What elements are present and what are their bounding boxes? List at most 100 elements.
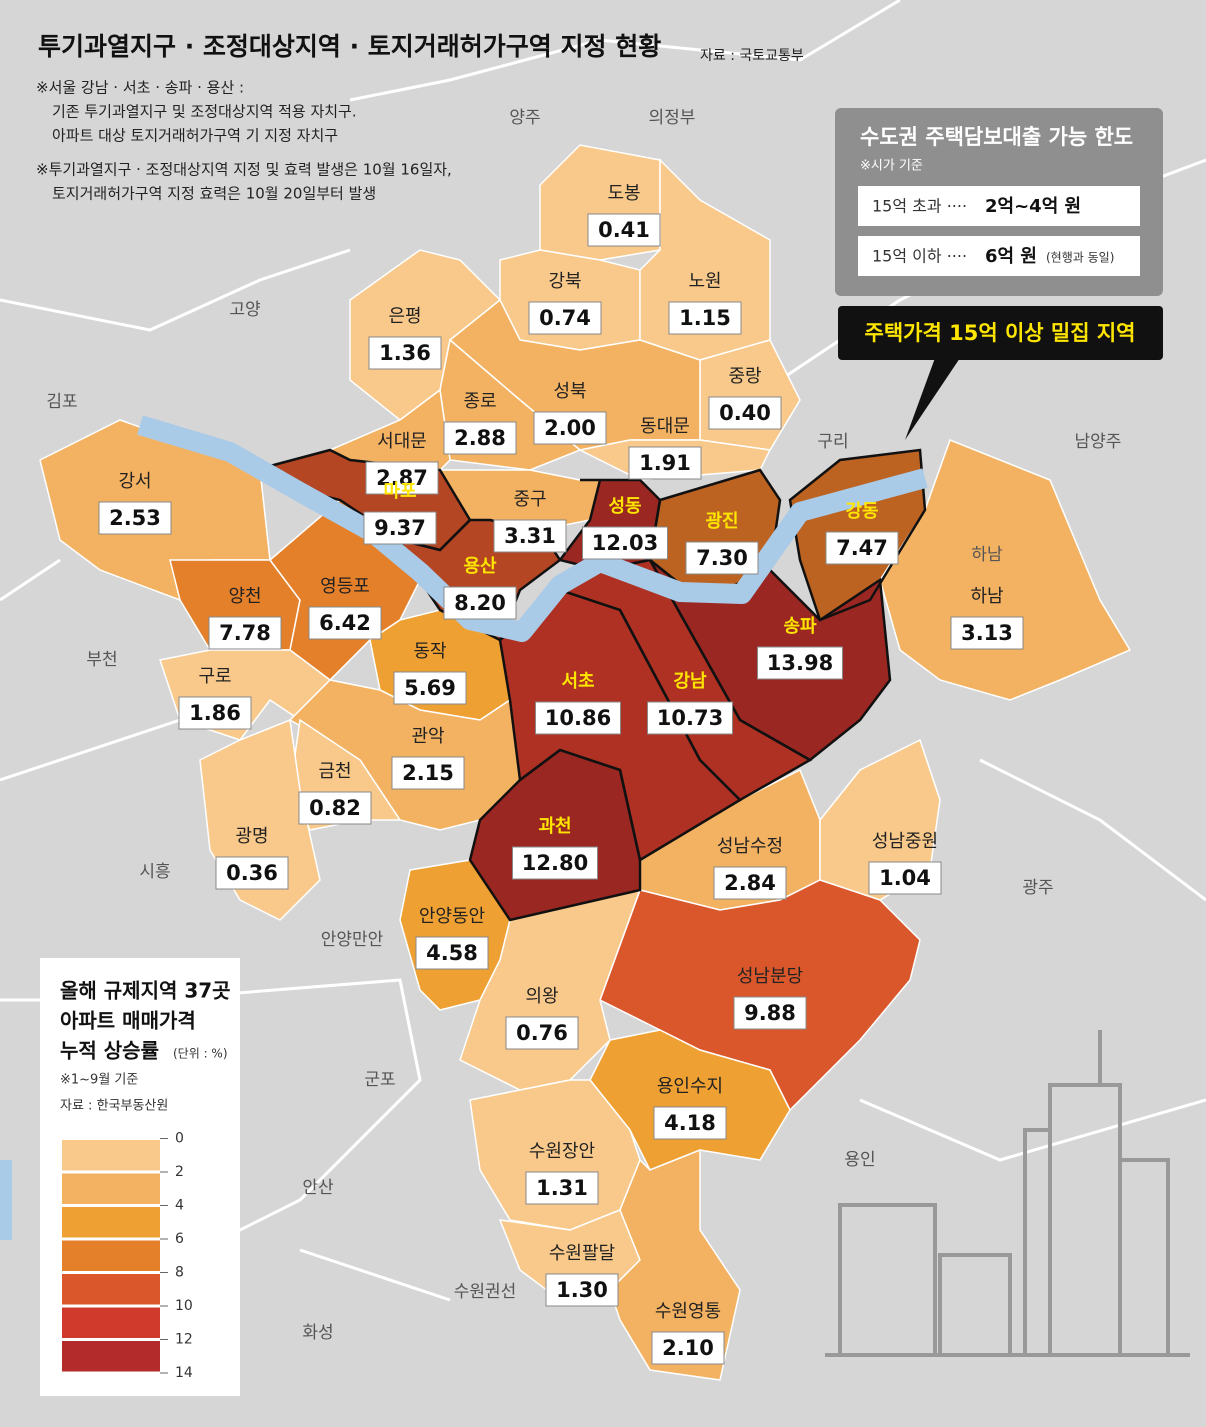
district-value: 2.53 — [109, 506, 161, 530]
neighbor-label: 수원권선 — [454, 1282, 517, 1302]
value-box — [708, 396, 782, 430]
neighbor-label: 시흥 — [139, 862, 170, 882]
loan-row-bg — [858, 186, 1140, 226]
district-value: 4.18 — [664, 1111, 716, 1135]
district-name: 수원장안 — [529, 1141, 595, 1162]
value-box — [391, 756, 465, 790]
neighbor-label: 하남 — [971, 545, 1003, 565]
source: 자료 : 국토교통부 — [700, 48, 804, 64]
district-value: 10.73 — [657, 706, 723, 730]
value-box — [98, 501, 172, 535]
district-value: 3.31 — [504, 524, 556, 548]
legend-swatch — [62, 1341, 160, 1372]
regulated-outline — [397, 518, 562, 642]
legend-swatch — [62, 1207, 160, 1238]
loan-limit: 6억 원 — [985, 246, 1037, 267]
district-name: 동작 — [413, 641, 446, 662]
value-box — [651, 1331, 725, 1365]
district-name: 성남중원 — [872, 831, 938, 852]
legend-swatch — [62, 1140, 160, 1171]
district-name: 구로 — [198, 666, 231, 687]
district-name: 중구 — [513, 489, 546, 510]
district-name: 성남분당 — [737, 966, 803, 987]
district-value: 0.76 — [516, 1021, 568, 1045]
district-value: 0.40 — [719, 401, 771, 425]
callout: 주택가격 15억 이상 밀집 지역 — [838, 306, 1163, 440]
district-value: 9.88 — [744, 1001, 796, 1025]
legend-unit: (단위 : %) — [173, 1047, 228, 1061]
district-name: 성남수정 — [717, 836, 783, 857]
value-box — [757, 646, 843, 680]
legend-swatch — [62, 1240, 160, 1271]
value-box — [443, 421, 517, 455]
district-name: 수원팔달 — [549, 1243, 615, 1264]
value-box — [587, 213, 661, 247]
han-river — [137, 415, 928, 642]
legend-tick-label: 2 — [175, 1164, 184, 1180]
district-value: 1.31 — [536, 1176, 588, 1200]
value-box — [178, 696, 252, 730]
district-name: 광명 — [235, 826, 268, 847]
district-value: 2.88 — [454, 426, 506, 450]
district-name: 의왕 — [525, 986, 558, 1007]
legend-swatch — [62, 1307, 160, 1338]
district-value: 0.82 — [309, 796, 361, 820]
callout-text: 주택가격 15억 이상 밀집 지역 — [865, 321, 1136, 345]
district-name: 양천 — [228, 586, 261, 607]
legend-tick-label: 0 — [175, 1131, 184, 1147]
value-box — [545, 1273, 619, 1307]
district-name: 하남 — [970, 586, 1003, 607]
value-box — [215, 856, 289, 890]
value-box — [533, 411, 607, 445]
callout-pointer — [905, 358, 960, 440]
district-name: 용산 — [463, 556, 497, 577]
district-value: 0.41 — [598, 218, 650, 242]
district-value: 0.36 — [226, 861, 278, 885]
district-value: 9.37 — [374, 516, 426, 540]
value-box — [393, 671, 467, 705]
value-box — [365, 461, 439, 495]
value-box — [950, 616, 1024, 650]
district-name: 서초 — [561, 671, 594, 692]
loan-box: 수도권 주택담보대출 가능 한도 ※시가 기준 15억 초과 ···· 2억~4… — [835, 108, 1163, 296]
district-name: 강북 — [548, 271, 581, 292]
district — [609, 1148, 741, 1381]
district-value: 2.84 — [724, 871, 776, 895]
district-value: 8.20 — [454, 591, 506, 615]
district-name: 용인수지 — [657, 1076, 723, 1097]
value-box — [528, 301, 602, 335]
loan-note: ※시가 기준 — [860, 159, 923, 174]
neighbor-label: 군포 — [364, 1070, 395, 1090]
legend-tick-label: 6 — [175, 1231, 184, 1247]
district-name: 중랑 — [728, 366, 761, 387]
legend-tick-label: 12 — [175, 1332, 193, 1348]
value-box — [493, 519, 567, 553]
district-value: 13.98 — [767, 651, 833, 675]
neighbor-label: 화성 — [302, 1323, 333, 1343]
value-box — [628, 446, 702, 480]
neighbor-label: 양주 — [509, 108, 540, 128]
legend-swatch — [62, 1274, 160, 1305]
neighbor-label: 부천 — [86, 650, 117, 670]
legend-title: 누적 상승률 — [60, 1039, 159, 1063]
loan-condition: 15억 이하 ···· — [872, 247, 967, 266]
value-box — [363, 511, 437, 545]
district-name: 도봉 — [607, 183, 640, 204]
value-box — [308, 606, 382, 640]
value-box — [733, 996, 807, 1030]
note: 기존 투기과열지구 및 조정대상지역 적용 자치구. — [52, 103, 357, 121]
neighbor-label: 안양만안 — [321, 930, 384, 950]
value-box — [535, 701, 621, 735]
district-value: 3.13 — [961, 621, 1013, 645]
district-value: 1.86 — [189, 701, 241, 725]
district-value: 1.15 — [679, 306, 731, 330]
district-shade — [560, 560, 810, 800]
district — [879, 439, 1132, 701]
value-box — [825, 531, 899, 565]
notes: ※서울 강남 · 서초 · 송파 · 용산 : 기존 투기과열지구 및 조정대상… — [36, 79, 452, 203]
district-value: 7.30 — [696, 546, 748, 570]
legend-note: ※1~9월 기준 — [60, 1073, 138, 1088]
district-value: 12.80 — [522, 851, 588, 875]
regulated-outline — [468, 748, 642, 922]
